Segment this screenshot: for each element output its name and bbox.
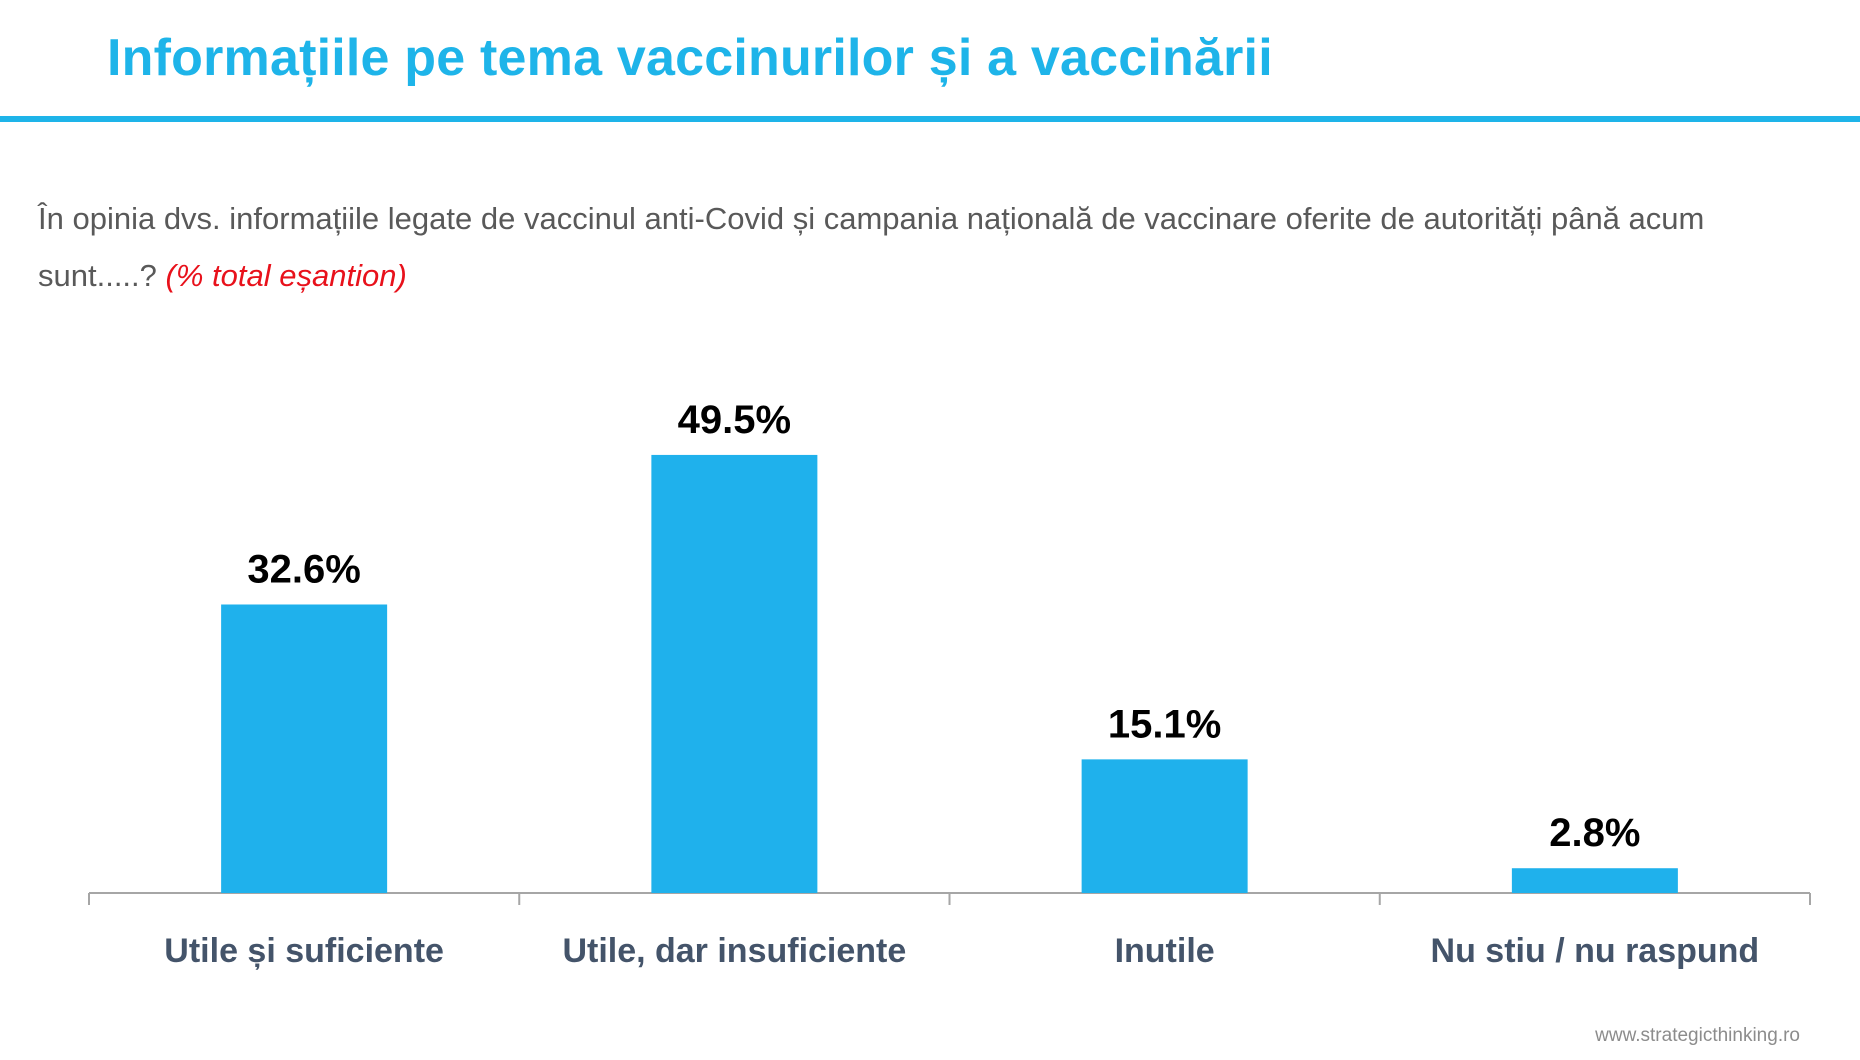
data-label: 49.5% xyxy=(678,398,791,442)
survey-question: În opinia dvs. informațiile legate de va… xyxy=(38,190,1828,304)
category-label: Inutile xyxy=(1115,932,1215,970)
bar xyxy=(221,604,388,893)
bar xyxy=(1081,759,1248,893)
question-text: În opinia dvs. informațiile legate de va… xyxy=(38,201,1705,293)
category-label: Utile, dar insuficiente xyxy=(562,932,906,970)
data-label: 32.6% xyxy=(247,547,360,591)
bar xyxy=(1511,868,1678,893)
data-label: 15.1% xyxy=(1108,702,1221,746)
page-title: Informațiile pe tema vaccinurilor și a v… xyxy=(107,29,1273,87)
footer-website: www.strategicthinking.ro xyxy=(1595,1025,1800,1046)
bar xyxy=(651,454,818,893)
data-label: 2.8% xyxy=(1549,811,1640,855)
sample-note: (% total eșantion) xyxy=(165,258,407,293)
category-label: Utile și suficiente xyxy=(164,932,444,970)
category-label: Nu stiu / nu raspund xyxy=(1431,932,1760,970)
title-divider xyxy=(0,116,1860,122)
